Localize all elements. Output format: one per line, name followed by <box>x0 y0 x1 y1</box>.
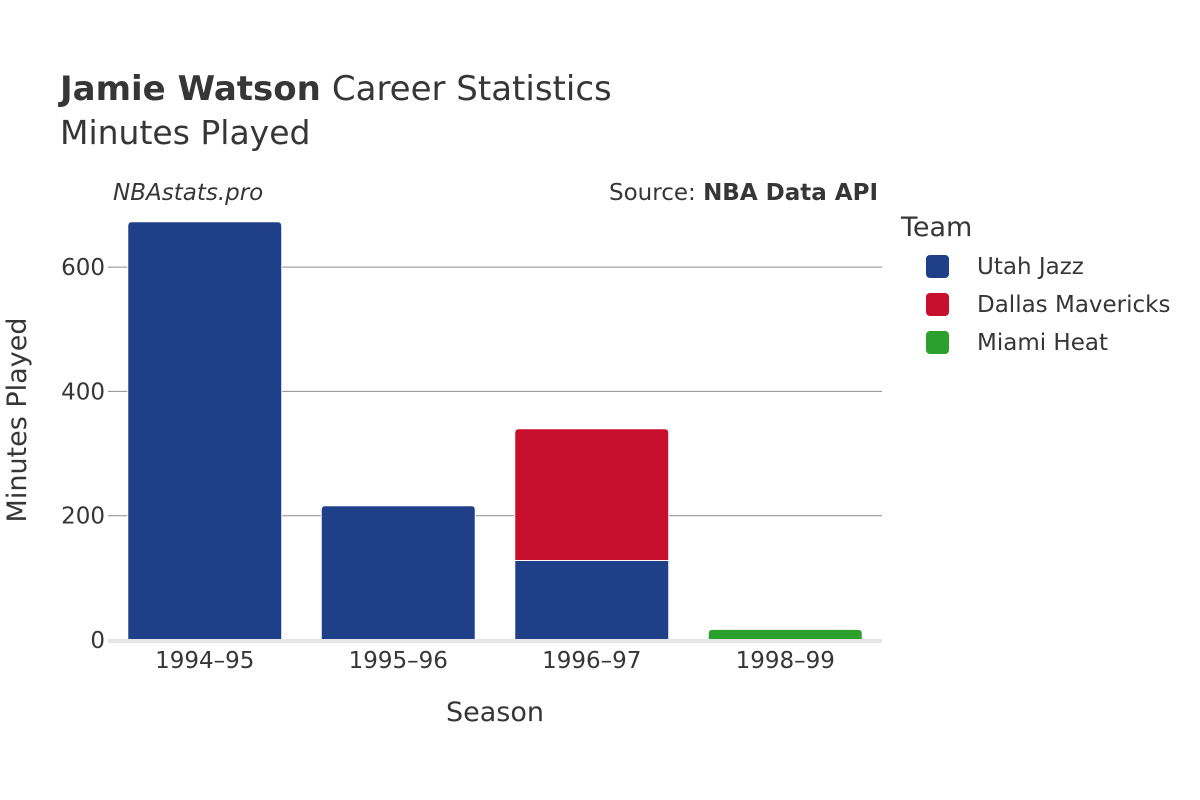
source-prefix: Source: <box>609 180 703 206</box>
x-tick-label: 1996–97 <box>542 648 641 674</box>
y-tick-label: 600 <box>61 255 105 281</box>
x-axis-title: Season <box>446 697 544 728</box>
legend-swatch-miami-heat <box>926 331 949 354</box>
legend-title: Team <box>900 212 972 243</box>
x-tick-label: 1998–99 <box>736 648 835 674</box>
watermark: NBAstats.pro <box>113 180 263 206</box>
chart-title: Jamie Watson Career Statistics <box>58 69 612 109</box>
y-axis-title: Minutes Played <box>2 318 33 523</box>
source-credit: Source: NBA Data API <box>609 180 878 206</box>
legend-label-dallas-mavericks: Dallas Mavericks <box>977 292 1170 318</box>
player-name: Jamie Watson <box>58 69 321 109</box>
y-tick-label: 200 <box>61 504 105 530</box>
bar-miami-heat-1998–99 <box>707 628 863 641</box>
x-axis-ticks: 1994–95 1995–96 1996–97 1998–99 <box>155 648 835 674</box>
legend: Team Utah Jazz Dallas Mavericks Miami Heat <box>900 212 1170 356</box>
chart-subtitle: Minutes Played <box>60 113 310 152</box>
legend-label-utah-jazz: Utah Jazz <box>977 254 1084 280</box>
bar-utah-jazz-1995–96 <box>320 505 476 641</box>
y-axis-ticks: 0 200 400 600 <box>61 255 105 654</box>
legend-label-miami-heat: Miami Heat <box>977 330 1108 356</box>
x-tick-label: 1994–95 <box>155 648 254 674</box>
bar-dallas-mavericks-1996–97 <box>514 428 670 561</box>
title-rest: Career Statistics <box>332 69 612 109</box>
legend-swatch-dallas-mavericks <box>926 293 949 316</box>
y-tick-label: 400 <box>61 379 105 405</box>
y-tick-label: 0 <box>90 628 105 654</box>
source-name: NBA Data API <box>703 180 878 206</box>
bar-utah-jazz-1994–95 <box>127 221 283 641</box>
x-tick-label: 1995–96 <box>349 648 448 674</box>
legend-swatch-utah-jazz <box>926 255 949 278</box>
bars <box>127 221 863 641</box>
legend-items: Utah Jazz Dallas Mavericks Miami Heat <box>926 254 1170 356</box>
bar-utah-jazz-1996–97 <box>514 559 670 641</box>
